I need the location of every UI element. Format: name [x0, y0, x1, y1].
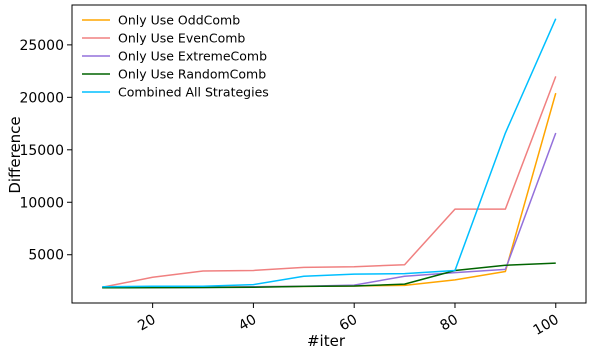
- y-tick-label: 5000: [28, 248, 64, 264]
- axes: [71, 4, 587, 304]
- legend-label: Only Use OddComb: [118, 13, 240, 28]
- legend-item: Only Use ExtremeComb: [82, 49, 267, 64]
- tick-marks: 20 40 60 80 100 5000 10000 15000 20000 25000: [19, 38, 561, 339]
- x-tick-label: 40: [236, 312, 259, 335]
- legend-item: Only Use EvenComb: [82, 31, 245, 46]
- y-tick-label: 15000: [19, 143, 64, 159]
- legend-label: Only Use EvenComb: [118, 31, 245, 46]
- x-tick-label: 60: [337, 312, 360, 335]
- y-tick-label: 25000: [19, 38, 64, 54]
- x-axis-label: #iter: [307, 332, 346, 350]
- plot-frame: [71, 4, 587, 304]
- legend-item: Only Use OddComb: [82, 13, 240, 28]
- legend-label: Only Use RandomComb: [118, 67, 266, 82]
- series-line-4: [102, 262, 556, 289]
- legend: Only Use OddComb Only Use EvenComb Only Us…: [82, 13, 269, 100]
- series-line-2: [102, 76, 557, 288]
- y-axis-label: Difference: [6, 116, 24, 193]
- y-tick-label: 10000: [19, 195, 64, 211]
- series-line-3: [102, 132, 557, 289]
- legend-label: Only Use ExtremeComb: [118, 49, 267, 64]
- series-line-5: [102, 18, 557, 288]
- y-tick-label: 20000: [19, 90, 64, 106]
- legend-item: Combined All Strategies: [82, 85, 269, 100]
- series-line-1: [102, 92, 557, 289]
- series-lines: [102, 18, 557, 289]
- x-tick-label: 80: [438, 312, 461, 335]
- x-tick-label: 100: [531, 312, 562, 339]
- legend-item: Only Use RandomComb: [82, 67, 266, 82]
- legend-label: Combined All Strategies: [118, 85, 269, 100]
- x-tick-label: 20: [135, 312, 158, 335]
